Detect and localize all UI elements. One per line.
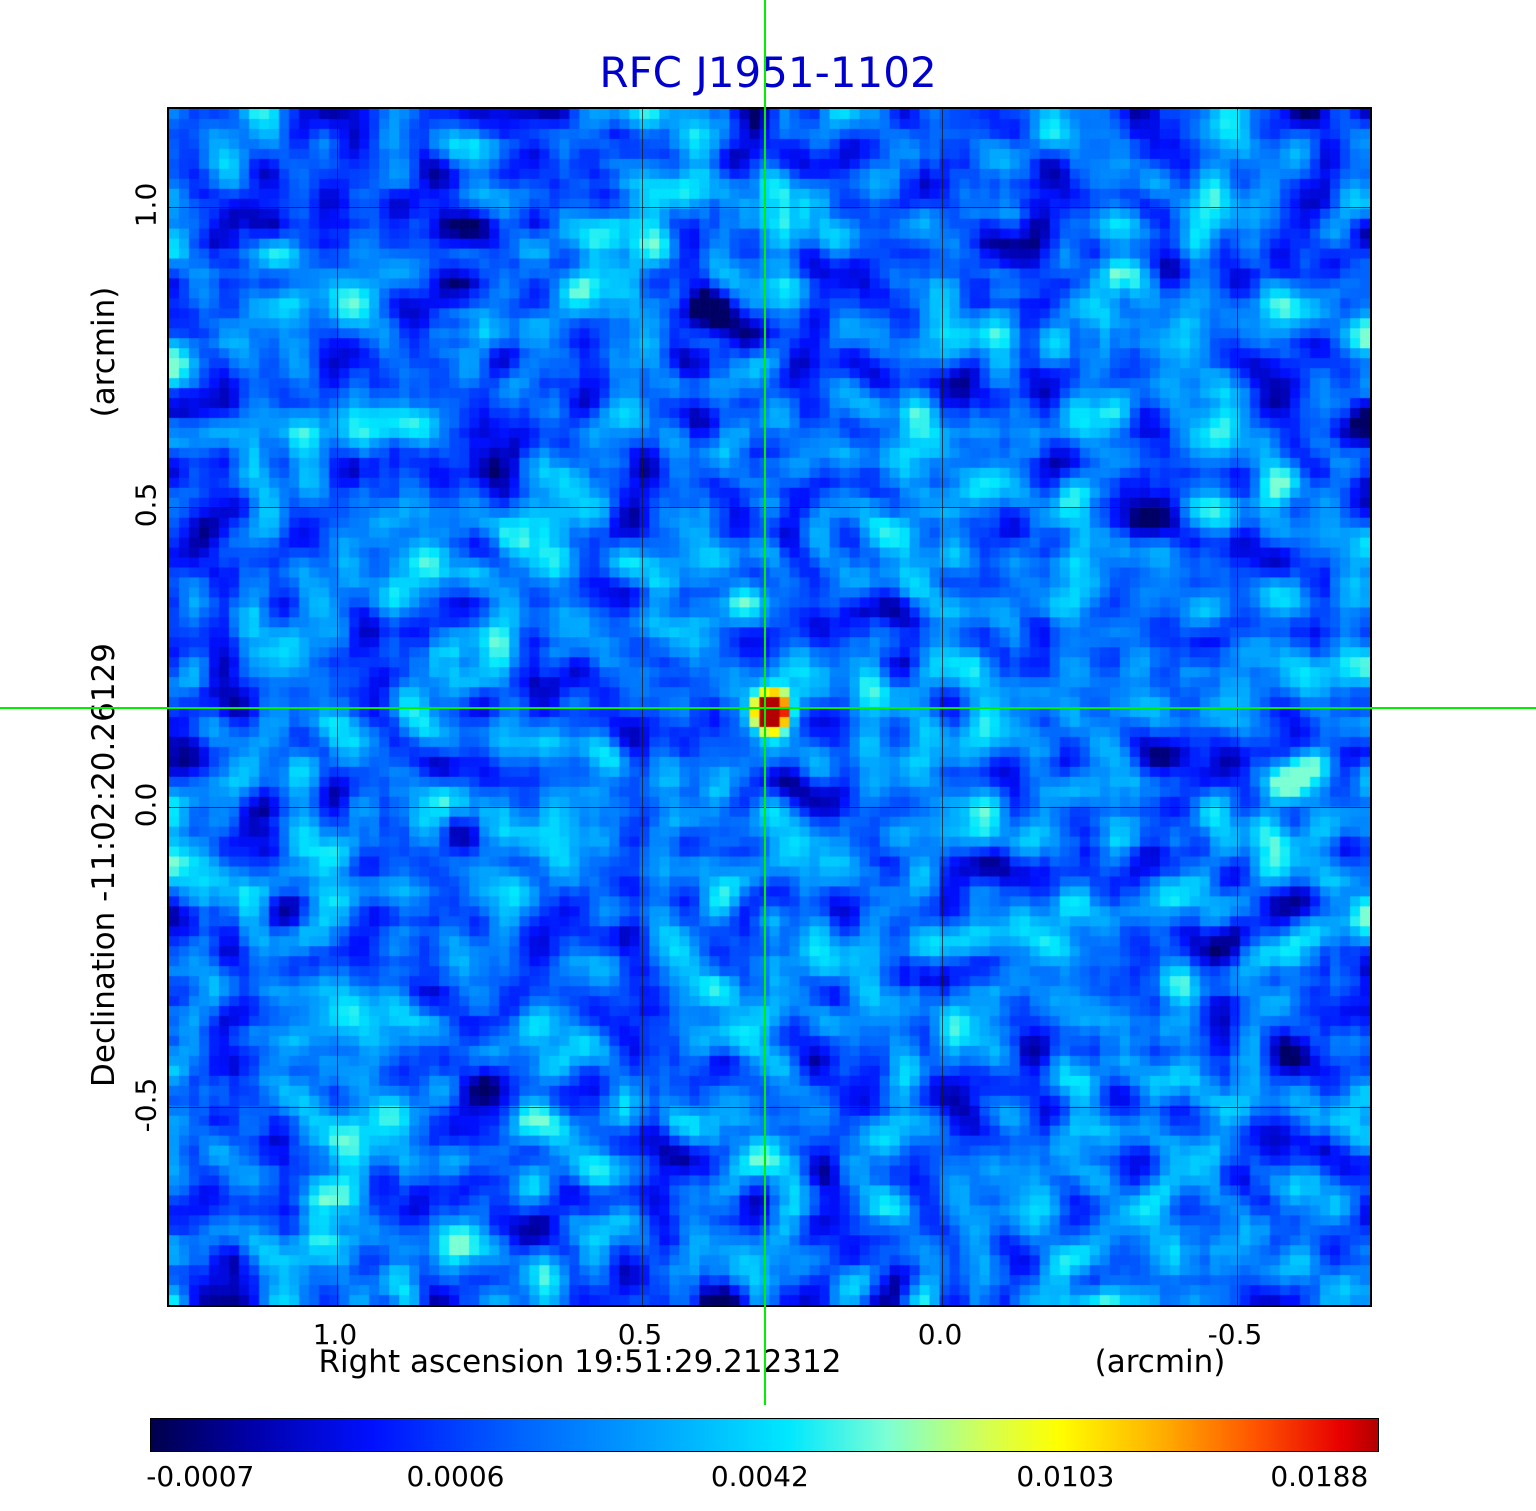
colorbar-tick-label: 0.0188 — [1270, 1460, 1369, 1493]
x-tick-label: 0.5 — [617, 1318, 663, 1351]
colorbar-tick-label: 0.0103 — [1016, 1460, 1115, 1493]
colorbar-tick-label: -0.0007 — [146, 1460, 255, 1493]
sky-map — [167, 107, 1372, 1307]
y-tick-label: 0.0 — [129, 782, 163, 828]
x-tick-label: 1.0 — [312, 1318, 358, 1351]
colorbar-tick-label: 0.0042 — [710, 1460, 809, 1493]
y-tick-label: 0.5 — [129, 482, 163, 528]
y-tick-label: 1.0 — [129, 182, 163, 228]
x-axis-label: Right ascension 19:51:29.212312 — [318, 1344, 842, 1380]
y-axis-label: Declination -11:02:20.26129 — [86, 643, 122, 1087]
intensity-heatmap-canvas — [169, 109, 1370, 1305]
x-tick-label: -0.5 — [1207, 1318, 1263, 1351]
x-tick-label: 0.0 — [917, 1318, 963, 1351]
colorbar — [150, 1418, 1379, 1452]
x-axis-unit-label: (arcmin) — [1094, 1344, 1226, 1380]
y-tick-label: -0.5 — [129, 1077, 163, 1133]
colorbar-tick-label: 0.0006 — [406, 1460, 505, 1493]
y-axis-unit-label: (arcmin) — [86, 286, 122, 418]
source-title: RFC J1951-1102 — [599, 48, 937, 97]
